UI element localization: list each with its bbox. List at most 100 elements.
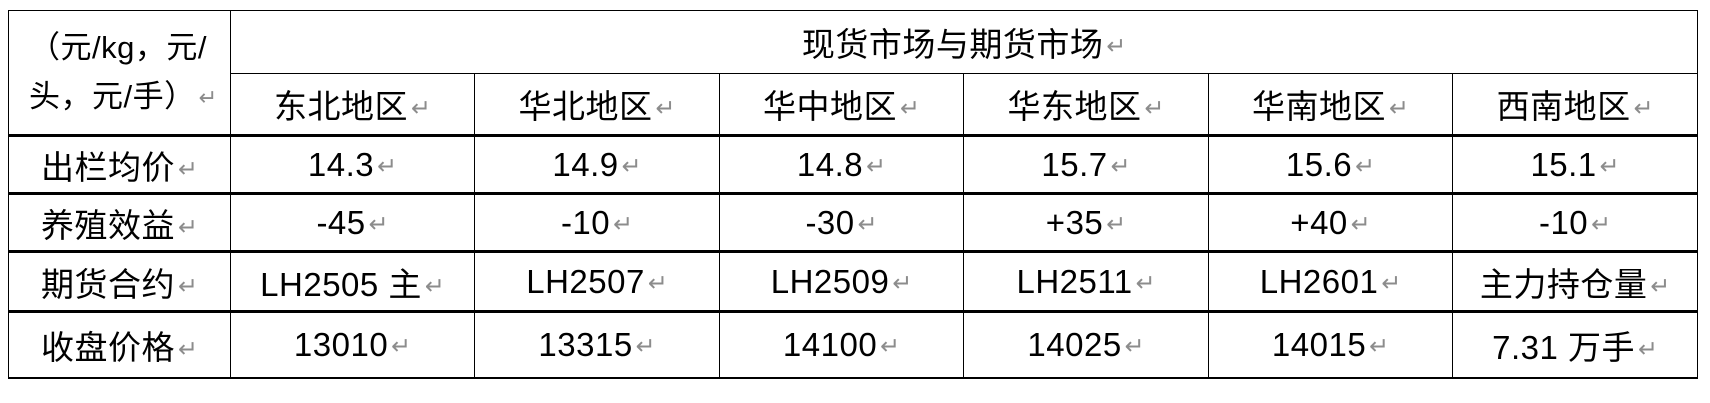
cell-value: 7.31 万手 bbox=[1492, 328, 1636, 366]
region-header-label: 华南地区 bbox=[1252, 88, 1387, 125]
return-mark-icon: ↵ bbox=[1650, 272, 1671, 300]
cell-value: 14015 bbox=[1271, 325, 1367, 363]
data-cell: LH2505 主 ↵ bbox=[230, 250, 475, 312]
table-row: 养殖效益 ↵ -45 ↵ -10 ↵ -30 ↵ +35 ↵ +40 ↵ -10 ↵ bbox=[8, 192, 1699, 252]
cell-value: LH2601 bbox=[1259, 262, 1379, 300]
data-cell: 14.3 ↵ bbox=[230, 134, 475, 194]
cell-value: -45 bbox=[316, 203, 366, 241]
header-row-merged: （元/kg，元/头，元/手） ↵ 现货市场与期货市场 ↵ bbox=[8, 10, 1699, 136]
data-cell: -10 ↵ bbox=[474, 192, 720, 252]
return-mark-icon: ↵ bbox=[1599, 152, 1620, 180]
region-header-label: 华东地区 bbox=[1007, 88, 1142, 125]
cell-value: 14.3 bbox=[307, 145, 375, 183]
cell-value: 13010 bbox=[293, 325, 389, 363]
data-cell: +35 ↵ bbox=[963, 192, 1209, 252]
cell-value: -30 bbox=[805, 203, 855, 241]
return-mark-icon: ↵ bbox=[1638, 335, 1658, 363]
data-cell: 14.8 ↵ bbox=[719, 134, 964, 194]
return-mark-icon: ↵ bbox=[1144, 95, 1165, 122]
unit-cell: （元/kg，元/头，元/手） ↵ bbox=[8, 10, 231, 136]
row-label: 收盘价格 bbox=[41, 328, 176, 366]
row-label: 养殖效益 bbox=[41, 206, 176, 244]
return-mark-icon: ↵ bbox=[1591, 210, 1612, 238]
table-row: 收盘价格 ↵ 13010 ↵ 13315 ↵ 14100 ↵ 14025 ↵ 14015 ↵… bbox=[8, 310, 1699, 379]
return-mark-icon: ↵ bbox=[1369, 332, 1390, 360]
return-mark-icon: ↵ bbox=[424, 272, 445, 300]
data-cell: -30 ↵ bbox=[719, 192, 964, 252]
data-cell: LH2601 ↵ bbox=[1208, 250, 1453, 312]
return-mark-icon: ↵ bbox=[900, 95, 920, 122]
data-cell: 14015 ↵ bbox=[1208, 310, 1453, 379]
row-label-cell: 收盘价格 ↵ bbox=[8, 310, 231, 379]
cell-value: 主力持仓量 bbox=[1479, 265, 1648, 303]
data-cell: 13010 ↵ bbox=[230, 310, 475, 379]
row-label-cell: 养殖效益 ↵ bbox=[8, 192, 231, 252]
merged-header-label: 现货市场与期货市场 bbox=[801, 26, 1104, 63]
data-cell: 14025 ↵ bbox=[963, 310, 1209, 379]
return-mark-icon: ↵ bbox=[178, 213, 198, 241]
data-cell: LH2507 ↵ bbox=[474, 250, 720, 312]
return-mark-icon: ↵ bbox=[178, 335, 198, 363]
data-cell: 7.31 万手 ↵ bbox=[1451, 310, 1699, 379]
return-mark-icon: ↵ bbox=[411, 95, 431, 122]
return-mark-icon: ↵ bbox=[1135, 269, 1156, 297]
data-cell: 14.9 ↵ bbox=[474, 134, 720, 194]
table-row: 期货合约 ↵ LH2505 主 ↵ LH2507 ↵ LH2509 ↵ LH2511 ↵ … bbox=[8, 250, 1699, 312]
return-mark-icon: ↵ bbox=[1381, 269, 1402, 297]
return-mark-icon: ↵ bbox=[1350, 210, 1371, 238]
return-mark-icon: ↵ bbox=[1106, 33, 1127, 60]
cell-value: 13315 bbox=[538, 325, 633, 363]
region-header-label: 东北地区 bbox=[274, 88, 409, 125]
data-cell: 15.1 ↵ bbox=[1451, 134, 1699, 194]
return-mark-icon: ↵ bbox=[880, 332, 901, 360]
cell-value: -10 bbox=[560, 203, 611, 241]
return-mark-icon: ↵ bbox=[1106, 210, 1127, 238]
region-header-label: 华北地区 bbox=[518, 88, 653, 125]
cell-value: 14025 bbox=[1027, 325, 1122, 363]
return-mark-icon: ↵ bbox=[857, 210, 878, 238]
data-cell: -10 ↵ bbox=[1451, 192, 1699, 252]
unit-label: （元/kg，元/头，元/手） bbox=[29, 30, 207, 114]
cell-value: +35 bbox=[1045, 203, 1104, 241]
return-mark-icon: ↵ bbox=[178, 155, 198, 183]
merged-header-cell: 现货市场与期货市场 ↵ bbox=[229, 10, 1699, 74]
return-mark-icon: ↵ bbox=[1124, 332, 1145, 360]
cell-value: -10 bbox=[1538, 203, 1589, 241]
return-mark-icon: ↵ bbox=[1355, 152, 1376, 180]
return-mark-icon: ↵ bbox=[892, 269, 913, 297]
data-cell: 14100 ↵ bbox=[719, 310, 964, 379]
region-header-cell: 华南地区 ↵ bbox=[1208, 73, 1453, 136]
cell-value: +40 bbox=[1290, 203, 1348, 241]
row-label-cell: 出栏均价 ↵ bbox=[8, 134, 231, 194]
data-cell: +40 ↵ bbox=[1208, 192, 1453, 252]
region-header-label: 西南地区 bbox=[1496, 88, 1631, 125]
region-header-cell: 华北地区 ↵ bbox=[474, 73, 720, 136]
row-label: 出栏均价 bbox=[41, 148, 176, 186]
row-label-cell: 期货合约 ↵ bbox=[8, 250, 231, 312]
return-mark-icon: ↵ bbox=[391, 332, 412, 360]
table-row: 出栏均价 ↵ 14.3 ↵ 14.9 ↵ 14.8 ↵ 15.7 ↵ 15.6 ↵ 15.1… bbox=[8, 134, 1699, 194]
return-mark-icon: ↵ bbox=[613, 210, 634, 238]
cell-value: 14.8 bbox=[796, 145, 864, 183]
cell-value: 14100 bbox=[782, 325, 878, 363]
return-mark-icon: ↵ bbox=[368, 210, 389, 238]
return-mark-icon: ↵ bbox=[866, 152, 887, 180]
cell-value: LH2505 主 bbox=[260, 265, 422, 303]
cell-value: LH2511 bbox=[1016, 262, 1133, 300]
cell-value: 15.6 bbox=[1285, 145, 1353, 183]
return-mark-icon: ↵ bbox=[621, 152, 642, 180]
cell-value: LH2509 bbox=[770, 262, 890, 300]
row-label: 期货合约 bbox=[41, 265, 176, 303]
return-mark-icon: ↵ bbox=[1110, 152, 1131, 180]
data-cell: 主力持仓量 ↵ bbox=[1451, 250, 1699, 312]
cell-value: 15.7 bbox=[1041, 145, 1108, 183]
region-header-cell: 西南地区 ↵ bbox=[1451, 73, 1699, 136]
region-header-label: 华中地区 bbox=[763, 88, 898, 125]
return-mark-icon: ↵ bbox=[1633, 95, 1654, 122]
return-mark-icon: ↵ bbox=[647, 269, 668, 297]
return-mark-icon: ↵ bbox=[377, 152, 398, 180]
return-mark-icon: ↵ bbox=[178, 272, 198, 300]
header-row-regions: 东北地区 ↵ 华北地区 ↵ 华中地区 ↵ 华东地区 ↵ 华南地区 ↵ 西南地区 ↵ bbox=[9, 73, 1699, 136]
return-mark-icon: ↵ bbox=[655, 95, 676, 122]
cell-value: LH2507 bbox=[526, 262, 645, 300]
